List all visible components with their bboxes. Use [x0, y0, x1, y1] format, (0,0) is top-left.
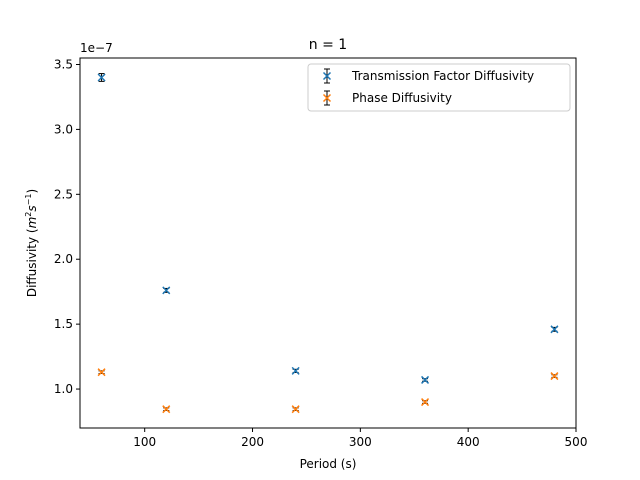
data-point	[421, 375, 430, 384]
y-tick-label: 2.0	[54, 252, 73, 266]
series-phase	[97, 368, 559, 414]
legend: Transmission Factor Diffusivity Phase Dif…	[307, 63, 571, 112]
y-axis-ticks: 1.0 1.5 2.0 2.5 3.0 3.5	[54, 57, 80, 396]
y-axis-label-unit-m: m	[25, 217, 39, 229]
x-tick-label: 200	[241, 435, 264, 449]
data-point-marker	[322, 71, 332, 81]
y-axis-label-text: Diffusivity (	[25, 228, 39, 297]
legend-label: Phase Diffusivity	[352, 91, 452, 105]
data-point	[97, 368, 106, 377]
legend-label: Transmission Factor Diffusivity	[351, 69, 534, 83]
y-axis-label: Diffusivity (m2s−1)	[24, 189, 39, 297]
y-tick-label: 1.5	[54, 317, 73, 331]
chart-title: n = 1	[309, 37, 347, 53]
data-point	[550, 372, 559, 381]
data-point-marker	[162, 405, 171, 414]
data-point	[421, 398, 430, 407]
x-axis-ticks: 100 200 300 400 500	[133, 428, 587, 449]
data-point-marker	[291, 405, 300, 414]
data-point	[162, 286, 171, 295]
data-point	[162, 405, 171, 414]
data-point-marker	[291, 366, 300, 375]
data-point-marker	[97, 73, 106, 82]
legend-item: Transmission Factor Diffusivity	[322, 68, 534, 84]
x-axis-label: Period (s)	[300, 457, 357, 471]
data-point	[97, 73, 106, 82]
y-axis-label-exp2: −1	[24, 194, 33, 206]
x-tick-label: 300	[349, 435, 372, 449]
y-axis-label-exp1: 2	[24, 212, 33, 217]
x-tick-label: 400	[457, 435, 480, 449]
y-tick-label: 2.5	[54, 187, 73, 201]
data-point-marker	[421, 375, 430, 384]
legend-box	[307, 63, 571, 112]
y-axis-label-close: )	[25, 189, 39, 194]
y-axis-label-unit-s: s	[25, 205, 39, 211]
y-tick-label: 3.5	[54, 57, 73, 71]
data-point-marker	[421, 398, 430, 407]
y-offset-label: 1e−7	[80, 41, 113, 55]
series-layer	[97, 73, 559, 414]
data-point	[291, 405, 300, 414]
series-transmission-factor	[97, 73, 559, 384]
data-point-marker	[162, 286, 171, 295]
data-point-marker	[322, 93, 332, 103]
legend-item: Phase Diffusivity	[322, 90, 452, 106]
data-point	[291, 366, 300, 375]
legend-items: Transmission Factor Diffusivity Phase Dif…	[322, 68, 534, 106]
y-tick-label: 3.0	[54, 122, 73, 136]
y-tick-label: 1.0	[54, 382, 73, 396]
x-tick-label: 100	[133, 435, 156, 449]
x-tick-label: 500	[565, 435, 588, 449]
data-point-marker	[550, 372, 559, 381]
data-point	[550, 325, 559, 334]
data-point-marker	[550, 325, 559, 334]
plot-area	[79, 57, 577, 429]
data-point-marker	[97, 368, 106, 377]
